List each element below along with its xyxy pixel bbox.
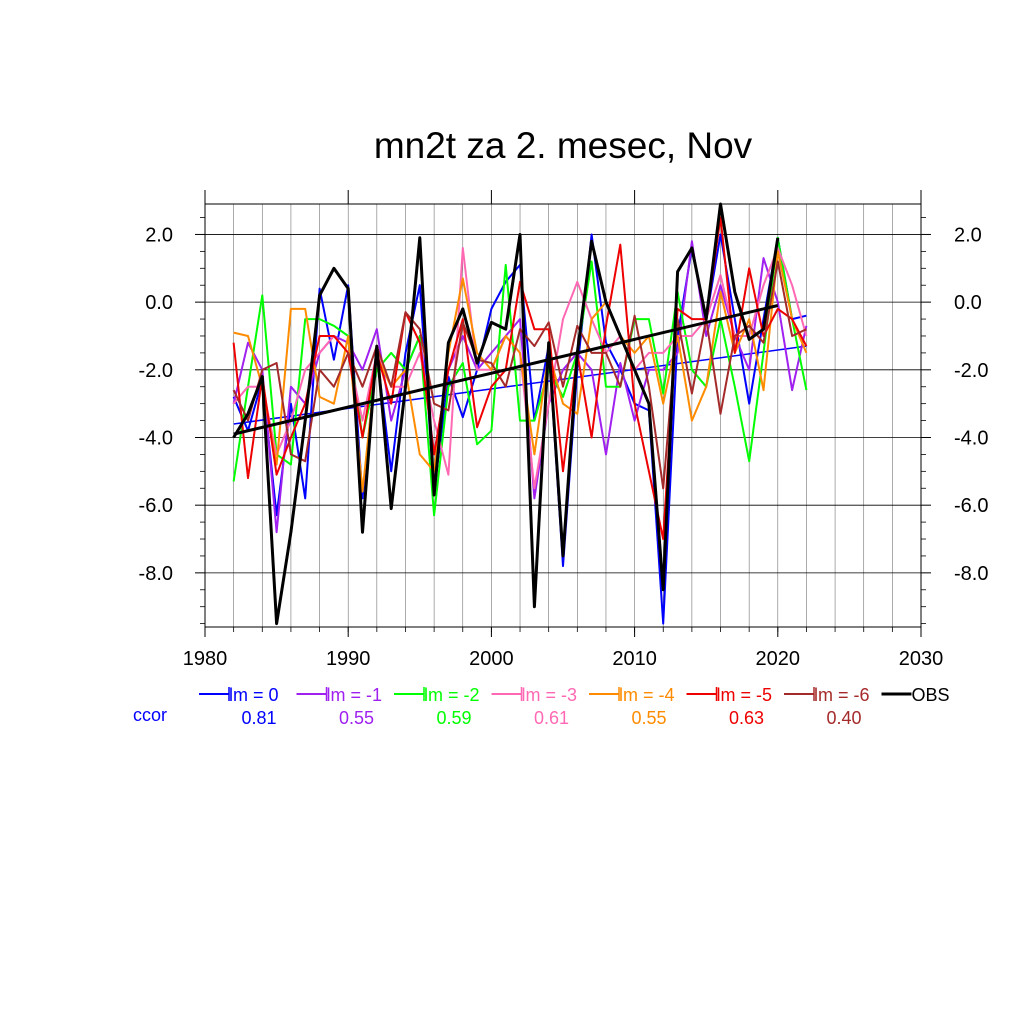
legend-entry: lm = -5 <box>717 685 773 705</box>
trend-line <box>233 304 779 436</box>
y-tick-label-right: -2.0 <box>954 360 988 382</box>
legend-entry: lm = 0 <box>229 685 279 705</box>
y-tick-label-right: 0.0 <box>954 292 982 314</box>
legend-entry: OBS <box>912 685 950 705</box>
legend-ccor-value: 0.40 <box>826 708 861 728</box>
series-line <box>232 236 808 517</box>
x-tick-label: 2000 <box>469 648 514 670</box>
legend-entry: lm = -3 <box>522 685 578 705</box>
plot-frame <box>204 203 922 628</box>
legend-entry: lm = -4 <box>619 685 675 705</box>
x-tick-label: 1980 <box>183 648 228 670</box>
x-tick-label: 1990 <box>326 648 371 670</box>
legend-ccor-value: 0.55 <box>631 708 666 728</box>
legend-entry: lm = -1 <box>327 685 383 705</box>
y-tick-label-right: -6.0 <box>954 495 988 517</box>
y-tick-label-right: -4.0 <box>954 427 988 449</box>
axis-ticks: 1980 1990 2000 2010 2020 2030 2.0 2.0 0.0 0.0 -2.0… <box>139 190 988 670</box>
y-tick-label-right: 2.0 <box>954 224 982 246</box>
y-tick-label-right: -8.0 <box>954 563 988 585</box>
y-tick-label-left: 2.0 <box>145 224 173 246</box>
y-tick-label-left: -6.0 <box>139 495 173 517</box>
legend-ccor-value: 0.59 <box>436 708 471 728</box>
x-tick-label: 2010 <box>612 648 657 670</box>
legend-ccor-value: 0.63 <box>729 708 764 728</box>
legend-ccor-value: 0.61 <box>534 708 569 728</box>
legend-entry: lm = -6 <box>814 685 870 705</box>
y-tick-label-left: -4.0 <box>139 427 173 449</box>
y-tick-label-left: -8.0 <box>139 563 173 585</box>
series-line <box>232 260 807 490</box>
series-line <box>232 202 780 626</box>
legend-ccor-value: 0.55 <box>339 708 374 728</box>
legend-entry: lm = -2 <box>424 685 480 705</box>
series-layer <box>232 202 808 626</box>
chart-title: mn2t za 2. mesec, Nov <box>374 125 753 166</box>
ccor-label: ccor <box>133 705 167 725</box>
legend-ccor-value: 0.81 <box>241 708 276 728</box>
x-tick-label: 2030 <box>899 648 944 670</box>
x-tick-label: 2020 <box>756 648 801 670</box>
legend: ccor lm = 0 0.81 lm = -1 0.55 lm = -2 0.59 lm =… <box>133 685 950 728</box>
y-tick-label-left: -2.0 <box>139 360 173 382</box>
plot-border <box>204 203 922 628</box>
y-tick-label-left: 0.0 <box>145 292 173 314</box>
